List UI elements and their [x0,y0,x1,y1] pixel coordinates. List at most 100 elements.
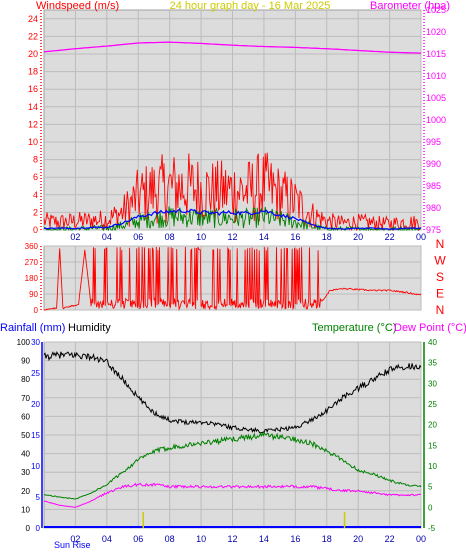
barometer-label: Barometer (hpa) [370,0,450,12]
panel1-x-tick-label: 16 [290,232,300,242]
temperature-tick-label: 10 [428,462,437,471]
panel3-x-tick-label: 18 [322,534,332,544]
panel1-right-tick-label: 1005 [426,93,446,103]
dew-point-label: Dew Point (°C) [394,322,466,334]
panel1-right-tick-label: 1020 [426,27,446,37]
panel1-right-tick-label: 985 [426,181,441,191]
panel2-tick-label: 180 [25,274,39,283]
wind-gust-line [43,152,422,232]
panel3-x-tick-label: 22 [385,534,395,544]
panel1-left-tick-label: 18 [28,67,38,77]
panel3-x-tick-label: 12 [227,534,237,544]
rainfall-tick-label: 30 [31,338,40,347]
panel1-x-tick-label: 18 [322,232,332,242]
panel2-tick-label: 0 [34,306,39,315]
panel1-right-tick-label: 980 [426,203,441,213]
temperature-tick-label: 25 [428,400,437,409]
sun-rise-label: Sun Rise [54,540,91,550]
panel1-x-tick-label: 12 [227,232,237,242]
humidity-tick-label: 60 [21,412,30,421]
panel1-right-tick-label: 1025 [426,5,446,15]
panel1-left-tick-label: 24 [28,14,38,24]
windspeed-label: Windspeed (m/s) [36,0,119,12]
rainfall-tick-label: 5 [36,493,41,502]
rainfall-tick-label: 20 [31,400,40,409]
panel3-x-tick-label: 00 [416,534,426,544]
panel1-x-tick-label: 10 [196,232,206,242]
humidity-tick-label: 100 [17,338,31,347]
temperature-tick-label: 5 [428,483,433,492]
panel1-left-tick-label: 8 [33,155,38,165]
rainfall-label: Rainfall (mm) [0,322,65,334]
compass-label: E [436,287,444,301]
humidity-tick-label: 50 [21,431,30,440]
panel1-x-tick-label: 14 [259,232,269,242]
panel1-left-tick-label: 2 [33,207,38,217]
humidity-tick-label: 10 [21,505,30,514]
humidity-tick-label: 40 [21,450,30,459]
panel1-left-tick-label: 22 [28,31,38,41]
temperature-label: Temperature (°C) [312,322,396,334]
panel1-x-tick-label: 08 [165,232,175,242]
compass-label: W [434,254,446,268]
panel3-x-tick-label: 20 [353,534,363,544]
humidity-tick-label: 70 [21,394,30,403]
humidity-tick-label: 20 [21,487,30,496]
axis-ticks: 0202040406060808101012121414161618182020… [17,5,447,544]
wind-direction-line [44,246,422,311]
panel1-x-tick-label: 02 [70,232,80,242]
compass-label: N [436,237,445,251]
panel1-left-tick-label: 4 [33,190,38,200]
panel1-right-tick-label: 975 [426,225,441,235]
humidity-tick-label: 30 [21,468,30,477]
panel3-x-tick-label: 10 [196,534,206,544]
panel1-left-tick-label: 14 [28,102,38,112]
humidity-line [43,351,422,434]
barometer-line [43,41,422,54]
temperature-tick-label: 0 [428,503,433,512]
temperature-tick-label: 15 [428,441,437,450]
panel1-x-tick-label: 20 [353,232,363,242]
temperature-tick-label: 35 [428,359,437,368]
panel1-right-tick-label: 1000 [426,115,446,125]
panel3-x-tick-label: 08 [165,534,175,544]
humidity-tick-label: 90 [21,357,30,366]
compass-label: N [436,303,445,317]
panel3-x-tick-label: 06 [133,534,143,544]
temperature-tick-label: 30 [428,379,437,388]
panel1-left-tick-label: 20 [28,49,38,59]
rainfall-tick-label: 25 [31,369,40,378]
panel2-tick-label: 90 [29,290,38,299]
panel3-x-tick-label: 14 [259,534,269,544]
rainfall-tick-label: 0 [36,524,41,533]
panel1-left-tick-label: 12 [28,119,38,129]
panel1-x-tick-label: 04 [102,232,112,242]
panel2-tick-label: 360 [25,242,39,251]
panel1-x-tick-label: 00 [416,232,426,242]
panel1-x-tick-label: 06 [133,232,143,242]
compass-label: S [436,270,444,284]
humidity-tick-label: 80 [21,375,30,384]
rainfall-tick-label: 10 [31,462,40,471]
panel3-x-tick-label: 16 [290,534,300,544]
panel3-x-tick-label: 02 [70,534,80,544]
humidity-tick-label: 0 [26,524,31,533]
panel1-left-tick-label: 16 [28,84,38,94]
wind-average-line [43,208,421,230]
temperature-tick-label: 20 [428,421,437,430]
panel1-right-tick-label: 990 [426,159,441,169]
grid-lines [44,10,422,529]
panel1-right-tick-label: 1010 [426,71,446,81]
chart-title: 24 hour graph day - 16 Mar 2025 [170,0,331,12]
panel1-left-tick-label: 10 [28,137,38,147]
dew-point-line [43,482,422,508]
temperature-line [43,431,422,500]
panel1-left-tick-label: 6 [33,172,38,182]
temperature-tick-label: -5 [428,524,436,533]
panel2-tick-label: 270 [25,258,39,267]
rainfall-tick-label: 15 [31,431,40,440]
panel3-x-tick-label: 04 [102,534,112,544]
wind-speed-line [43,206,422,232]
